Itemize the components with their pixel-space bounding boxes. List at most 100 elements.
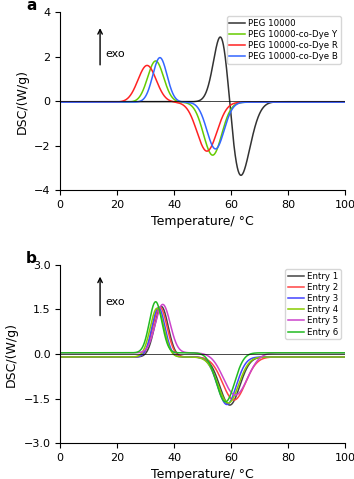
Entry 3 (338, 354, 342, 360)
Line: Entry 5: Entry 5 (60, 305, 345, 395)
PEG 10000-co-Dye B (167, 81, 172, 87)
Entry 5 (91, 350, 95, 356)
Entry 2 (58, 354, 62, 360)
Entry 6 (167, 345, 172, 351)
Entry 5 (307, 350, 311, 356)
PEG 10000-co-Dye B (108, 99, 112, 105)
PEG 10000-co-Dye B (213, 146, 218, 152)
Entry 2 (343, 354, 347, 360)
Line: PEG 10000-co-Dye R: PEG 10000-co-Dye R (60, 66, 345, 151)
PEG 10000-co-Dye Y (58, 99, 62, 105)
PEG 10000-co-Dye R (307, 99, 311, 105)
PEG 10000 (343, 99, 347, 104)
Entry 6 (58, 350, 62, 356)
Text: b: b (26, 251, 37, 266)
PEG 10000 (91, 99, 95, 104)
Entry 5 (180, 348, 184, 354)
PEG 10000-co-Dye Y (343, 99, 347, 105)
Entry 5 (58, 350, 62, 356)
PEG 10000-co-Dye B (307, 99, 311, 105)
Entry 6 (343, 350, 347, 356)
Entry 2 (232, 397, 236, 403)
Legend: Entry 1, Entry 2, Entry 3, Entry 4, Entry 5, Entry 6: Entry 1, Entry 2, Entry 3, Entry 4, Entr… (285, 269, 341, 339)
Line: Entry 3: Entry 3 (60, 308, 345, 404)
PEG 10000 (167, 99, 172, 104)
Entry 4 (155, 306, 159, 311)
PEG 10000 (108, 99, 112, 104)
Entry 3 (307, 354, 311, 360)
Entry 1 (343, 354, 347, 360)
Entry 5 (167, 318, 172, 324)
Entry 4 (58, 354, 62, 360)
Entry 1 (159, 304, 164, 309)
Entry 4 (180, 354, 184, 360)
Entry 2 (167, 334, 172, 340)
PEG 10000-co-Dye B (58, 99, 62, 105)
Entry 1 (338, 354, 342, 360)
PEG 10000-co-Dye B (343, 99, 347, 105)
Entry 1 (307, 354, 311, 360)
Entry 1 (228, 402, 232, 408)
Y-axis label: DSC/(W/g): DSC/(W/g) (5, 321, 18, 387)
PEG 10000-co-Dye R (180, 102, 184, 107)
Entry 2 (307, 354, 311, 360)
Entry 4 (226, 400, 230, 406)
PEG 10000 (307, 99, 311, 104)
PEG 10000-co-Dye Y (180, 99, 184, 105)
Entry 3 (343, 354, 347, 360)
Entry 4 (91, 354, 95, 360)
Entry 6 (338, 350, 342, 356)
Entry 5 (161, 302, 165, 308)
Line: Entry 2: Entry 2 (60, 307, 345, 400)
PEG 10000 (239, 172, 243, 178)
Entry 1 (58, 354, 62, 360)
Entry 5 (108, 350, 112, 356)
Text: a: a (26, 0, 36, 13)
Legend: PEG 10000, PEG 10000-co-Dye Y, PEG 10000-co-Dye R, PEG 10000-co-Dye B: PEG 10000, PEG 10000-co-Dye Y, PEG 10000… (227, 16, 341, 64)
Entry 2 (91, 354, 95, 360)
Entry 2 (338, 354, 342, 360)
Line: PEG 10000-co-Dye B: PEG 10000-co-Dye B (60, 57, 345, 149)
PEG 10000-co-Dye R (145, 63, 149, 68)
X-axis label: Temperature/ °C: Temperature/ °C (151, 468, 254, 479)
Entry 4 (343, 354, 347, 360)
Entry 5 (233, 392, 238, 398)
PEG 10000-co-Dye Y (167, 90, 172, 96)
Entry 3 (156, 305, 161, 310)
Line: Entry 6: Entry 6 (60, 302, 345, 402)
Entry 3 (91, 354, 95, 360)
PEG 10000 (218, 34, 222, 40)
Entry 6 (307, 350, 311, 356)
Entry 3 (180, 354, 184, 360)
PEG 10000-co-Dye R (343, 99, 347, 105)
PEG 10000 (338, 99, 342, 104)
Entry 3 (167, 342, 172, 348)
Text: exo: exo (106, 49, 125, 59)
PEG 10000 (180, 99, 184, 104)
PEG 10000-co-Dye Y (307, 99, 311, 105)
Entry 6 (223, 399, 228, 405)
Line: Entry 4: Entry 4 (60, 308, 345, 403)
Entry 2 (108, 354, 112, 360)
PEG 10000-co-Dye R (205, 148, 209, 154)
Entry 1 (91, 354, 95, 360)
Entry 5 (343, 350, 347, 356)
PEG 10000-co-Dye Y (91, 99, 95, 105)
PEG 10000-co-Dye B (180, 99, 184, 105)
Entry 4 (167, 345, 172, 351)
PEG 10000-co-Dye B (338, 99, 342, 105)
Entry 4 (338, 354, 342, 360)
Entry 2 (180, 354, 184, 359)
PEG 10000-co-Dye Y (211, 152, 215, 158)
PEG 10000-co-Dye R (58, 99, 62, 105)
Entry 3 (108, 354, 112, 360)
PEG 10000-co-Dye R (108, 99, 112, 105)
Text: exo: exo (106, 297, 125, 307)
PEG 10000-co-Dye B (91, 99, 95, 105)
X-axis label: Temperature/ °C: Temperature/ °C (151, 216, 254, 228)
Entry 1 (167, 330, 172, 335)
Entry 4 (108, 354, 112, 360)
Entry 6 (91, 350, 95, 356)
Line: PEG 10000-co-Dye Y: PEG 10000-co-Dye Y (60, 61, 345, 155)
Entry 6 (108, 350, 112, 356)
